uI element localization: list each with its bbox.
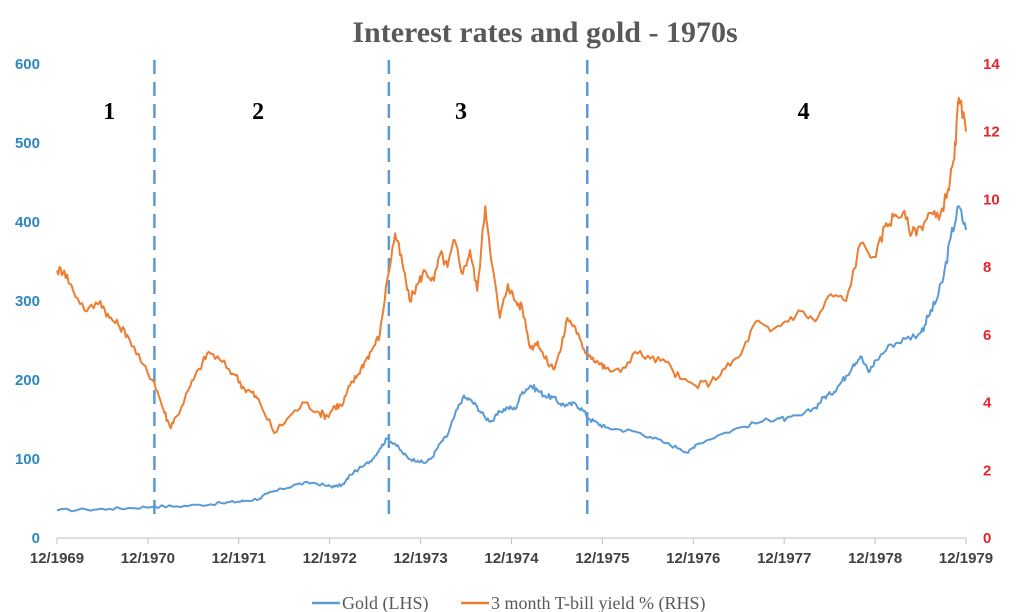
x-tick-label: 12/1972 [303,550,357,567]
left-y-tick-label: 400 [15,214,40,231]
x-tick-label: 12/1970 [121,550,175,567]
x-tick-label: 12/1971 [212,550,266,567]
x-tick-label: 12/1969 [30,550,84,567]
x-axis: 12/1969 12/1970 12/1971 12/1972 12/1973 12/19… [30,537,993,567]
x-tick-label: 12/1974 [484,550,539,567]
right-y-axis: 0 2 4 6 8 10 12 14 [983,56,1000,547]
x-tick-label: 12/1978 [848,550,902,567]
series-lines [56,96,967,513]
right-y-tick-label: 6 [983,327,991,344]
left-y-tick-label: 500 [15,135,40,152]
period-dividers [153,60,589,520]
right-y-tick-label: 10 [983,191,1000,208]
left-y-tick-label: 200 [15,372,40,389]
left-y-tick-label: 100 [15,451,40,468]
x-tick-label: 12/1979 [939,550,993,567]
x-tick-label: 12/1977 [757,550,811,567]
chart-title: Interest rates and gold - 1970s [352,16,737,49]
left-y-axis: 0 100 200 300 400 500 600 [15,56,40,547]
legend: Gold (LHS) 3 month T-bill yield % (RHS) [312,593,706,612]
series-line-tbill [56,96,967,434]
period-label: 2 [252,99,264,125]
right-y-tick-label: 8 [983,259,991,276]
right-y-tick-label: 0 [983,530,991,547]
right-y-tick-label: 4 [983,395,992,412]
period-label: 4 [798,99,810,125]
left-y-tick-label: 300 [15,293,40,310]
legend-label: 3 month T-bill yield % (RHS) [491,593,706,612]
right-y-tick-label: 12 [983,124,1000,141]
right-y-tick-label: 14 [983,56,1000,73]
period-labels: 1 2 3 4 [103,99,809,125]
x-tick-label: 12/1976 [666,550,720,567]
period-label: 1 [103,99,115,125]
x-tick-label: 12/1973 [393,550,447,567]
left-y-tick-label: 600 [15,56,40,73]
left-y-tick-label: 0 [32,530,40,547]
period-label: 3 [455,99,467,125]
series-line-gold [56,205,967,513]
legend-label: Gold (LHS) [342,593,429,612]
right-y-tick-label: 2 [983,462,991,479]
x-tick-label: 12/1975 [575,550,629,567]
